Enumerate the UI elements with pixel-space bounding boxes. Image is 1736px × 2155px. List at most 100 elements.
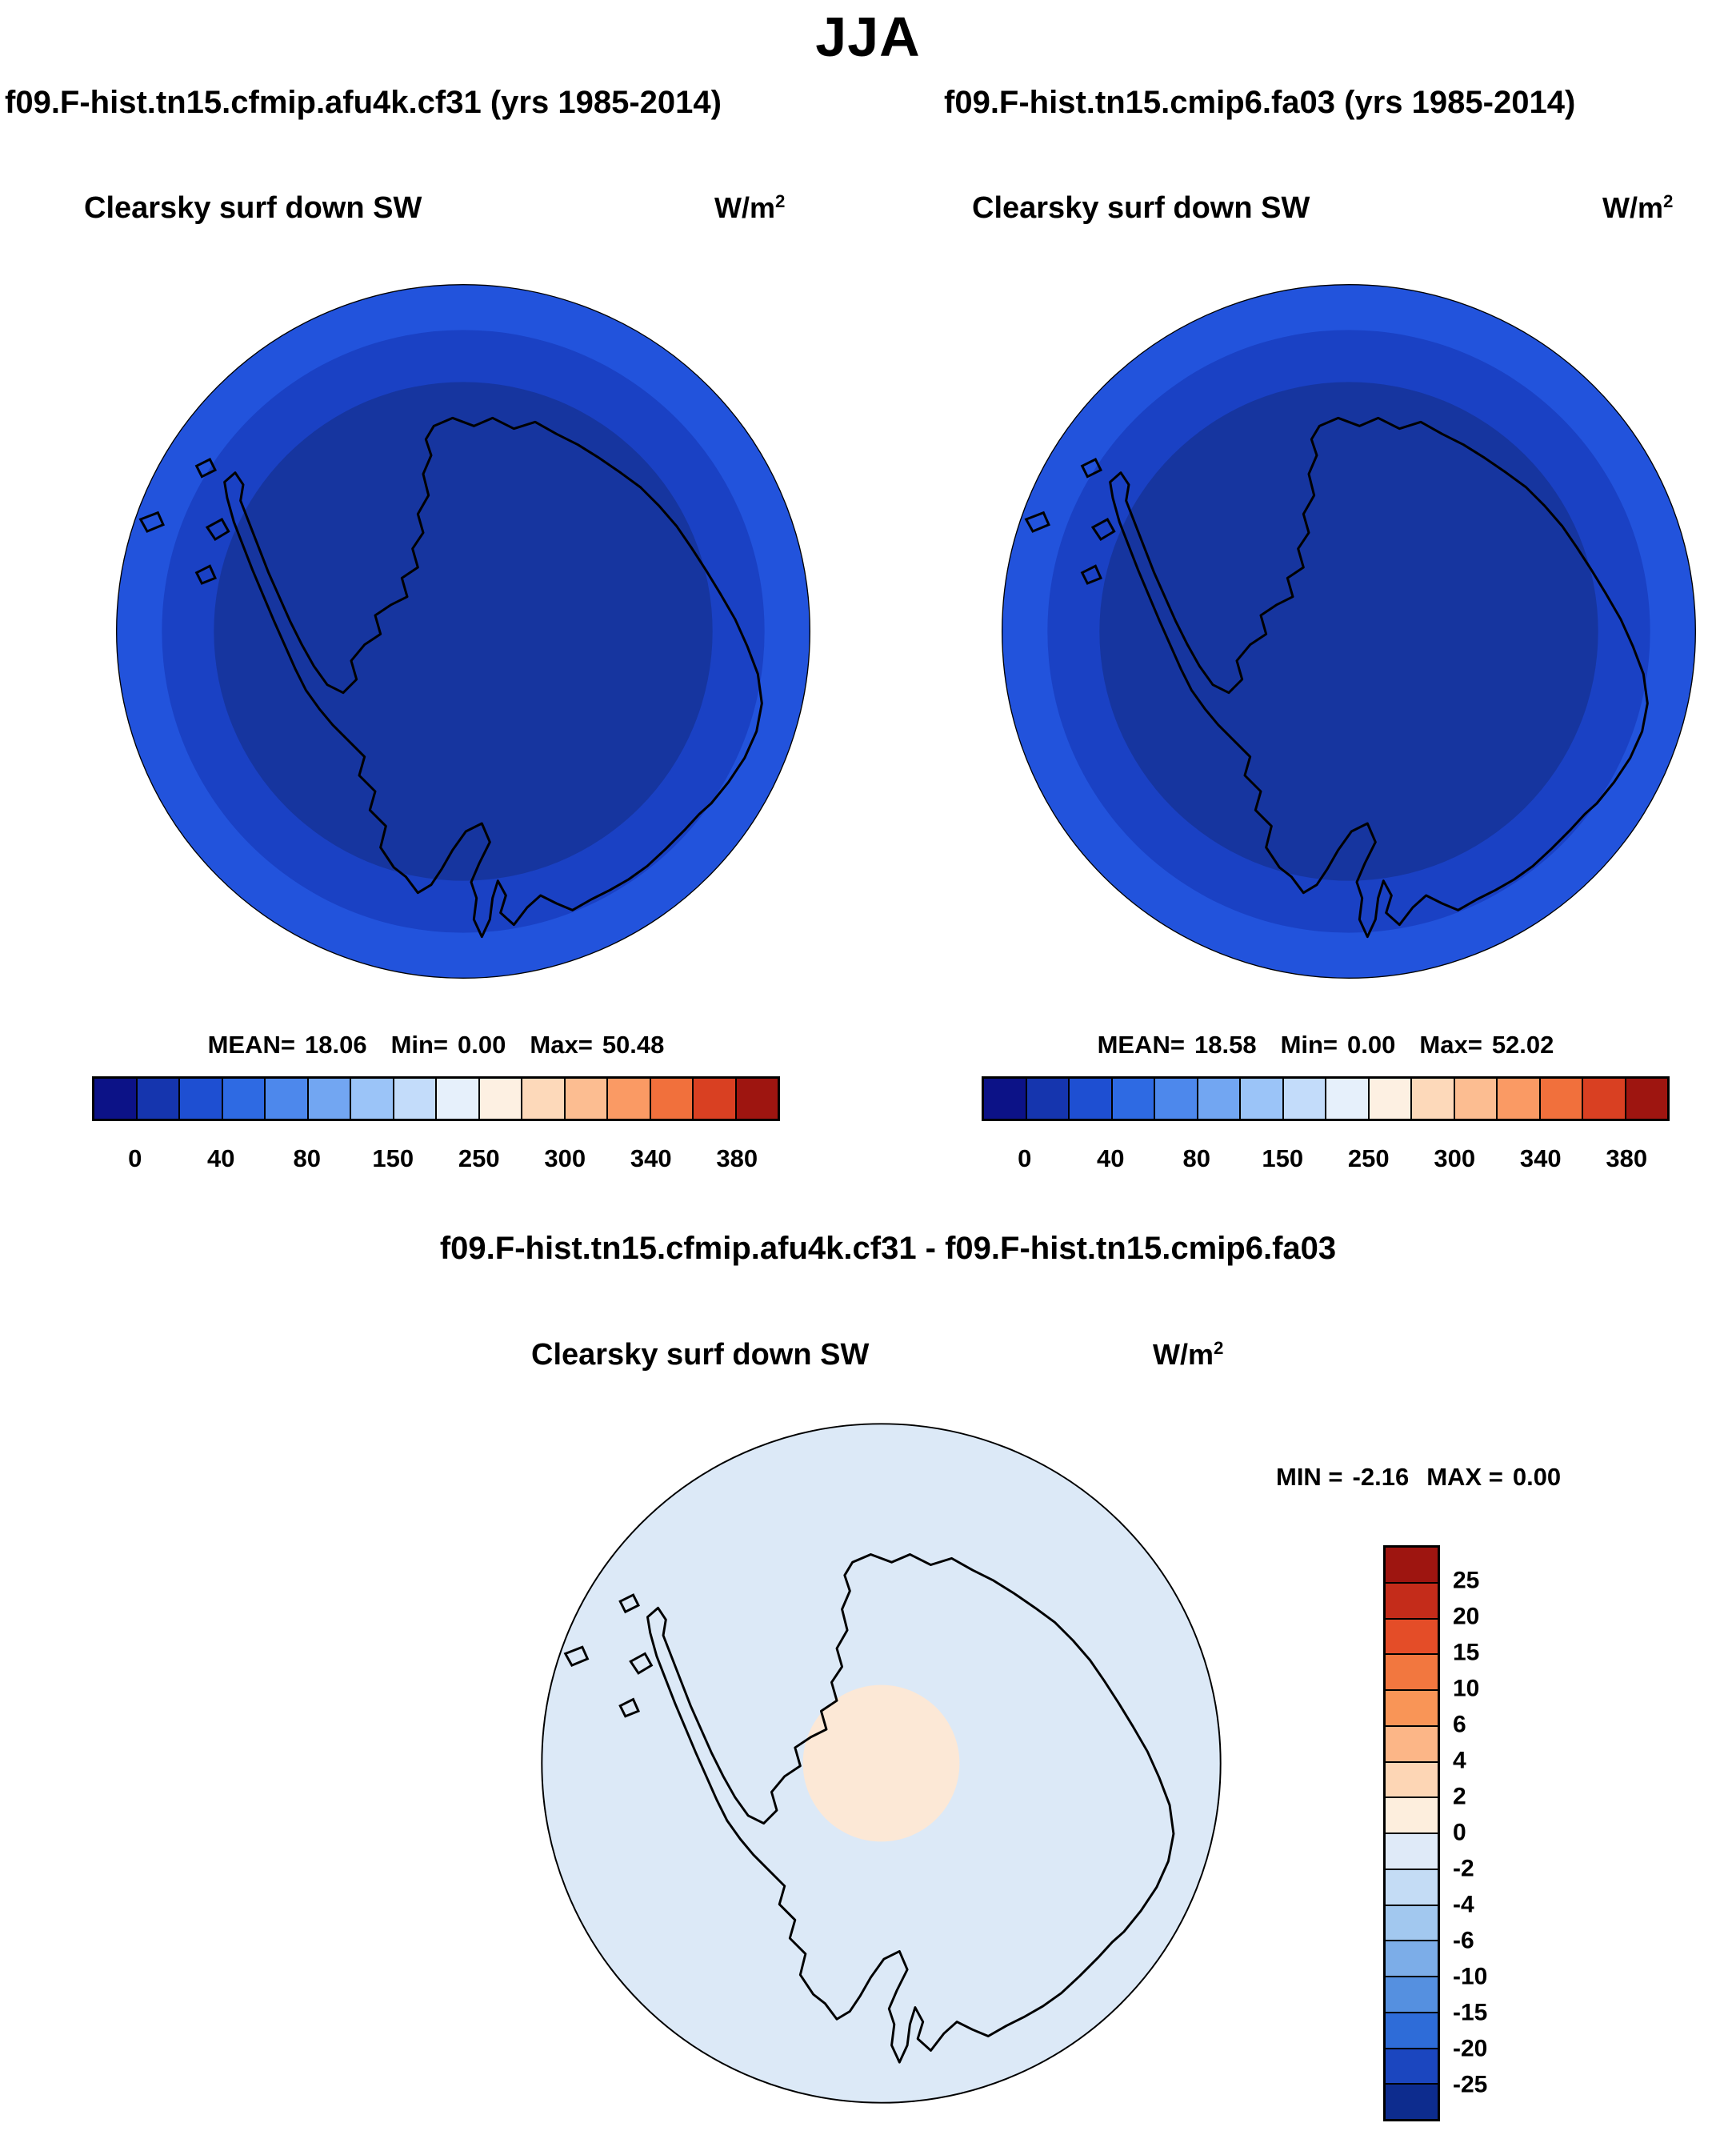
colorbar-segment [1386, 1798, 1438, 1834]
colorbar-segment [736, 1079, 778, 1119]
mean-value: 18.06 [304, 1031, 367, 1059]
colorbar-segment [222, 1079, 266, 1119]
colorbar-segment [1583, 1079, 1626, 1119]
diff-variable-label: Clearsky surf down SW [531, 1338, 870, 1372]
colorbar-segment [1283, 1079, 1326, 1119]
colorbar-tick-label: 250 [458, 1144, 500, 1172]
colorbar-segment [1198, 1079, 1241, 1119]
colorbar-segment [351, 1079, 394, 1119]
colorbar-segment [1386, 1762, 1438, 1799]
min-value: -2.16 [1352, 1463, 1410, 1491]
colorbar-tick-label: 250 [1347, 1144, 1390, 1172]
colorbar-segment [1386, 1869, 1438, 1906]
left-map-stats: MEAN= 18.06 Min= 0.00 Max= 50.48 [92, 1031, 780, 1059]
min-label: MIN = [1276, 1463, 1343, 1491]
map-diff-pole-patch [802, 1684, 960, 1842]
colorbar-segment [1386, 1655, 1438, 1691]
colorbar-segment [1386, 1905, 1438, 1942]
colorbar-tick-label: -4 [1453, 1891, 1474, 1918]
colorbar-segment [308, 1079, 351, 1119]
map-left-inner-region [214, 382, 713, 881]
colorbar-tick-label: -6 [1453, 1927, 1474, 1954]
colorbar-left-ticks: 0 40 80 150 250 300 340 380 [92, 1144, 780, 1176]
figure-title: JJA [815, 6, 921, 68]
colorbar-tick-label: 2 [1453, 1783, 1466, 1810]
colorbar-segment [1155, 1079, 1198, 1119]
colorbar-segment [1386, 1941, 1438, 1977]
right-variable-label: Clearsky surf down SW [972, 191, 1310, 225]
colorbar-diff [1383, 1545, 1440, 2121]
max-label: Max= [530, 1031, 593, 1059]
colorbar-tick-label: 340 [1519, 1144, 1562, 1172]
colorbar-segment [650, 1079, 694, 1119]
colorbar-segment [437, 1079, 480, 1119]
max-value: 0.00 [1512, 1463, 1562, 1491]
colorbar-tick-label: -10 [1453, 1963, 1488, 1990]
colorbar-segment [1386, 1548, 1438, 1584]
colorbar-segment [266, 1079, 309, 1119]
colorbar-right [982, 1076, 1670, 1121]
right-map-stats: MEAN= 18.58 Min= 0.00 Max= 52.02 [982, 1031, 1670, 1059]
colorbar-segment [1412, 1079, 1455, 1119]
colorbar-tick-label: 40 [207, 1144, 235, 1172]
mean-value: 18.58 [1194, 1031, 1257, 1059]
min-value: 0.00 [1347, 1031, 1396, 1059]
colorbar-segment [1369, 1079, 1412, 1119]
mean-label: MEAN= [1097, 1031, 1185, 1059]
colorbar-segment [94, 1079, 138, 1119]
colorbar-tick-label: 380 [1606, 1144, 1648, 1172]
colorbar-tick-label: 6 [1453, 1711, 1466, 1738]
colorbar-tick-label: 80 [293, 1144, 321, 1172]
colorbar-segment [1386, 1726, 1438, 1763]
colorbar-segment [1454, 1079, 1498, 1119]
max-label: Max= [1419, 1031, 1482, 1059]
colorbar-tick-label: 0 [1018, 1144, 1032, 1172]
max-label: MAX = [1426, 1463, 1503, 1491]
colorbar-segment [1386, 1619, 1438, 1656]
colorbar-segment [1112, 1079, 1155, 1119]
mean-label: MEAN= [207, 1031, 295, 1059]
colorbar-tick-label: 15 [1453, 1639, 1480, 1666]
diff-panel-title: f09.F-hist.tn15.cfmip.afu4k.cf31 - f09.F… [439, 1231, 1337, 1266]
min-label: Min= [1280, 1031, 1338, 1059]
diff-units-label: W/m2 [1153, 1338, 1224, 1371]
colorbar-segment [394, 1079, 437, 1119]
colorbar-tick-label: 25 [1453, 1567, 1480, 1594]
colorbar-tick-label: 150 [1262, 1144, 1304, 1172]
colorbar-tick-label: 10 [1453, 1675, 1480, 1702]
diff-map-stats: MIN = -2.16 MAX = 0.00 [1276, 1463, 1561, 1492]
colorbar-diff-ticks: 25 20 15 10 6 4 2 0 -2 -4 -6 -10 -15 -20 -25 [1453, 1545, 1525, 2121]
colorbar-segment [1386, 1691, 1438, 1727]
colorbar-tick-label: 20 [1453, 1603, 1480, 1630]
colorbar-segment [1540, 1079, 1583, 1119]
min-label: Min= [390, 1031, 449, 1059]
colorbar-tick-label: 340 [630, 1144, 672, 1172]
colorbar-segment [608, 1079, 651, 1119]
colorbar-segment [1241, 1079, 1284, 1119]
colorbar-tick-label: 4 [1453, 1747, 1466, 1774]
colorbar-tick-label: -2 [1453, 1855, 1474, 1882]
colorbar-tick-label: -20 [1453, 2035, 1488, 2062]
max-value: 52.02 [1491, 1031, 1554, 1059]
colorbar-tick-label: -15 [1453, 1999, 1488, 2026]
colorbar-tick-label: 0 [1453, 1819, 1466, 1846]
colorbar-tick-label: 80 [1182, 1144, 1210, 1172]
colorbar-segment [1386, 2013, 1438, 2049]
colorbar-segment [522, 1079, 566, 1119]
colorbar-tick-label: 150 [372, 1144, 414, 1172]
colorbar-tick-label: 0 [128, 1144, 142, 1172]
colorbar-segment [1386, 1977, 1438, 2013]
colorbar-segment [694, 1079, 737, 1119]
colorbar-segment [479, 1079, 522, 1119]
right-panel-title: f09.F-hist.tn15.cmip6.fa03 (yrs 1985-201… [944, 85, 1576, 120]
colorbar-segment [180, 1079, 223, 1119]
colorbar-segment [1386, 1834, 1438, 1870]
left-panel-title: f09.F-hist.tn15.cfmip.afu4k.cf31 (yrs 19… [5, 85, 722, 120]
map-left [115, 283, 810, 979]
colorbar-segment [984, 1079, 1027, 1119]
colorbar-tick-label: -25 [1453, 2071, 1488, 2098]
left-variable-label: Clearsky surf down SW [84, 191, 422, 225]
colorbar-tick-label: 300 [1434, 1144, 1476, 1172]
colorbar-segment [137, 1079, 180, 1119]
